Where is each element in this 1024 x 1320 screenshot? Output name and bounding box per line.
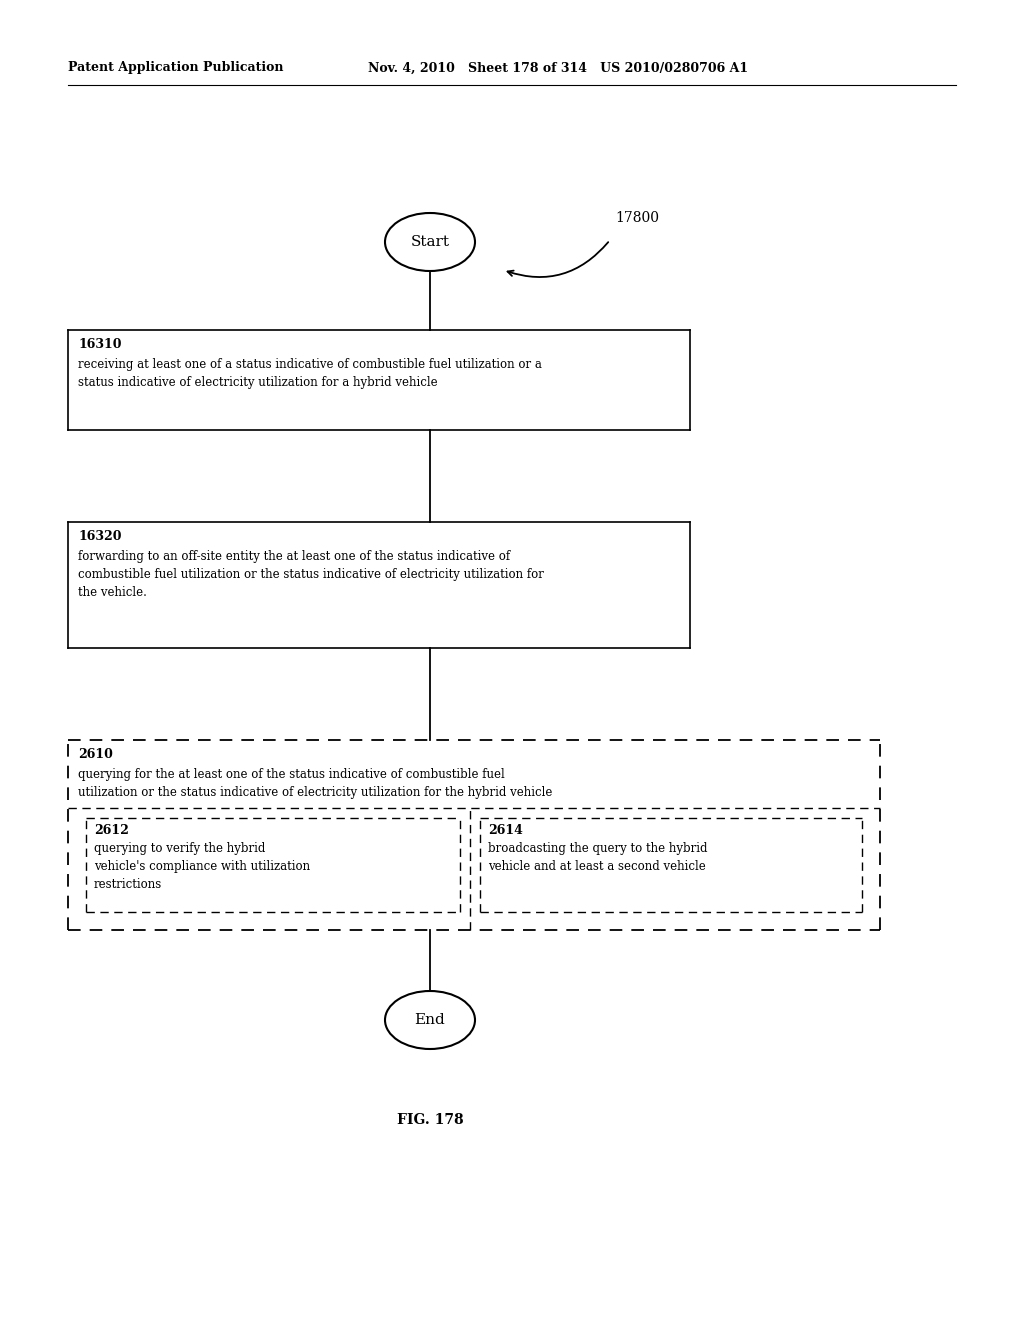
Text: combustible fuel utilization or the status indicative of electricity utilization: combustible fuel utilization or the stat… [78, 568, 544, 581]
Text: 16320: 16320 [78, 531, 122, 543]
Text: 17800: 17800 [615, 211, 659, 224]
Text: broadcasting the query to the hybrid: broadcasting the query to the hybrid [488, 842, 708, 855]
Text: 2614: 2614 [488, 824, 523, 837]
Text: forwarding to an off-site entity the at least one of the status indicative of: forwarding to an off-site entity the at … [78, 550, 510, 564]
Text: vehicle and at least a second vehicle: vehicle and at least a second vehicle [488, 861, 706, 873]
Text: receiving at least one of a status indicative of combustible fuel utilization or: receiving at least one of a status indic… [78, 358, 542, 371]
Text: Start: Start [411, 235, 450, 249]
Text: status indicative of electricity utilization for a hybrid vehicle: status indicative of electricity utiliza… [78, 376, 437, 389]
Text: Patent Application Publication: Patent Application Publication [68, 62, 284, 74]
Text: querying to verify the hybrid: querying to verify the hybrid [94, 842, 265, 855]
Text: 16310: 16310 [78, 338, 122, 351]
Text: querying for the at least one of the status indicative of combustible fuel: querying for the at least one of the sta… [78, 768, 505, 781]
Text: FIG. 178: FIG. 178 [396, 1113, 463, 1127]
Text: vehicle's compliance with utilization: vehicle's compliance with utilization [94, 861, 310, 873]
Text: 2612: 2612 [94, 824, 129, 837]
Text: 2610: 2610 [78, 748, 113, 762]
Text: End: End [415, 1012, 445, 1027]
Text: utilization or the status indicative of electricity utilization for the hybrid v: utilization or the status indicative of … [78, 785, 552, 799]
Text: the vehicle.: the vehicle. [78, 586, 146, 599]
Text: restrictions: restrictions [94, 878, 162, 891]
Text: Nov. 4, 2010   Sheet 178 of 314   US 2010/0280706 A1: Nov. 4, 2010 Sheet 178 of 314 US 2010/02… [368, 62, 749, 74]
